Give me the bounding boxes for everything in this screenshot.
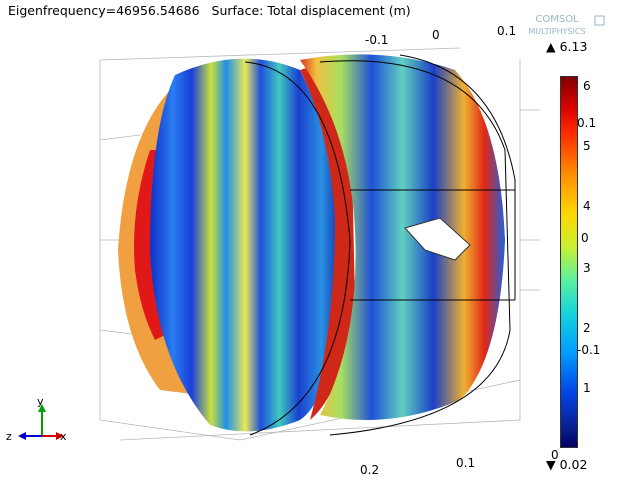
cylinder-band-back <box>300 54 505 420</box>
colorbar-min-label: ▼ 0.02 <box>546 457 588 472</box>
colorbar-max-label: ▲ 6.13 <box>546 39 588 54</box>
colorbar-tick-secondary: 0 <box>581 231 589 245</box>
colorbar-tick: 4 <box>583 199 591 213</box>
colorbar-tick: 3 <box>583 261 591 275</box>
logo-line2: MULTIPHYSICS <box>528 27 585 36</box>
comsol-logo: COMSOL MULTIPHYSICS <box>528 14 605 36</box>
colorbar-tick: 2 <box>583 321 591 335</box>
axis-tick-top-2: 0 <box>432 28 440 42</box>
ring-hotspot <box>300 66 355 420</box>
colorbar <box>560 76 578 448</box>
triad-z-label: z <box>6 430 12 443</box>
axis-tick-bottom-1: 0.2 <box>360 463 380 477</box>
colorbar-tick-secondary: -0.1 <box>577 343 601 357</box>
plot-title: Eigenfrequency=46956.54686 Surface: Tota… <box>8 3 411 18</box>
cutout <box>404 217 471 261</box>
axis-tick-top-3: 0.1 <box>497 24 517 38</box>
colorbar-tick-secondary: 0.1 <box>577 116 597 130</box>
axis-triad: y z x <box>6 395 67 443</box>
triad-y-label: y <box>37 395 44 408</box>
axis-tick-top-1: -0.1 <box>365 33 389 47</box>
wireframe <box>244 54 516 436</box>
logo-line1: COMSOL <box>535 14 579 25</box>
colorbar-tick: 5 <box>583 139 591 153</box>
triad-x-label: x <box>60 430 67 443</box>
axis-tick-bottom-2: 0.1 <box>456 456 476 470</box>
colorbar-tick: 6 <box>583 79 591 93</box>
cylinder-band-front <box>150 58 341 432</box>
colorbar-tick: 1 <box>583 381 591 395</box>
colorbar-tick: 0 <box>551 448 559 462</box>
